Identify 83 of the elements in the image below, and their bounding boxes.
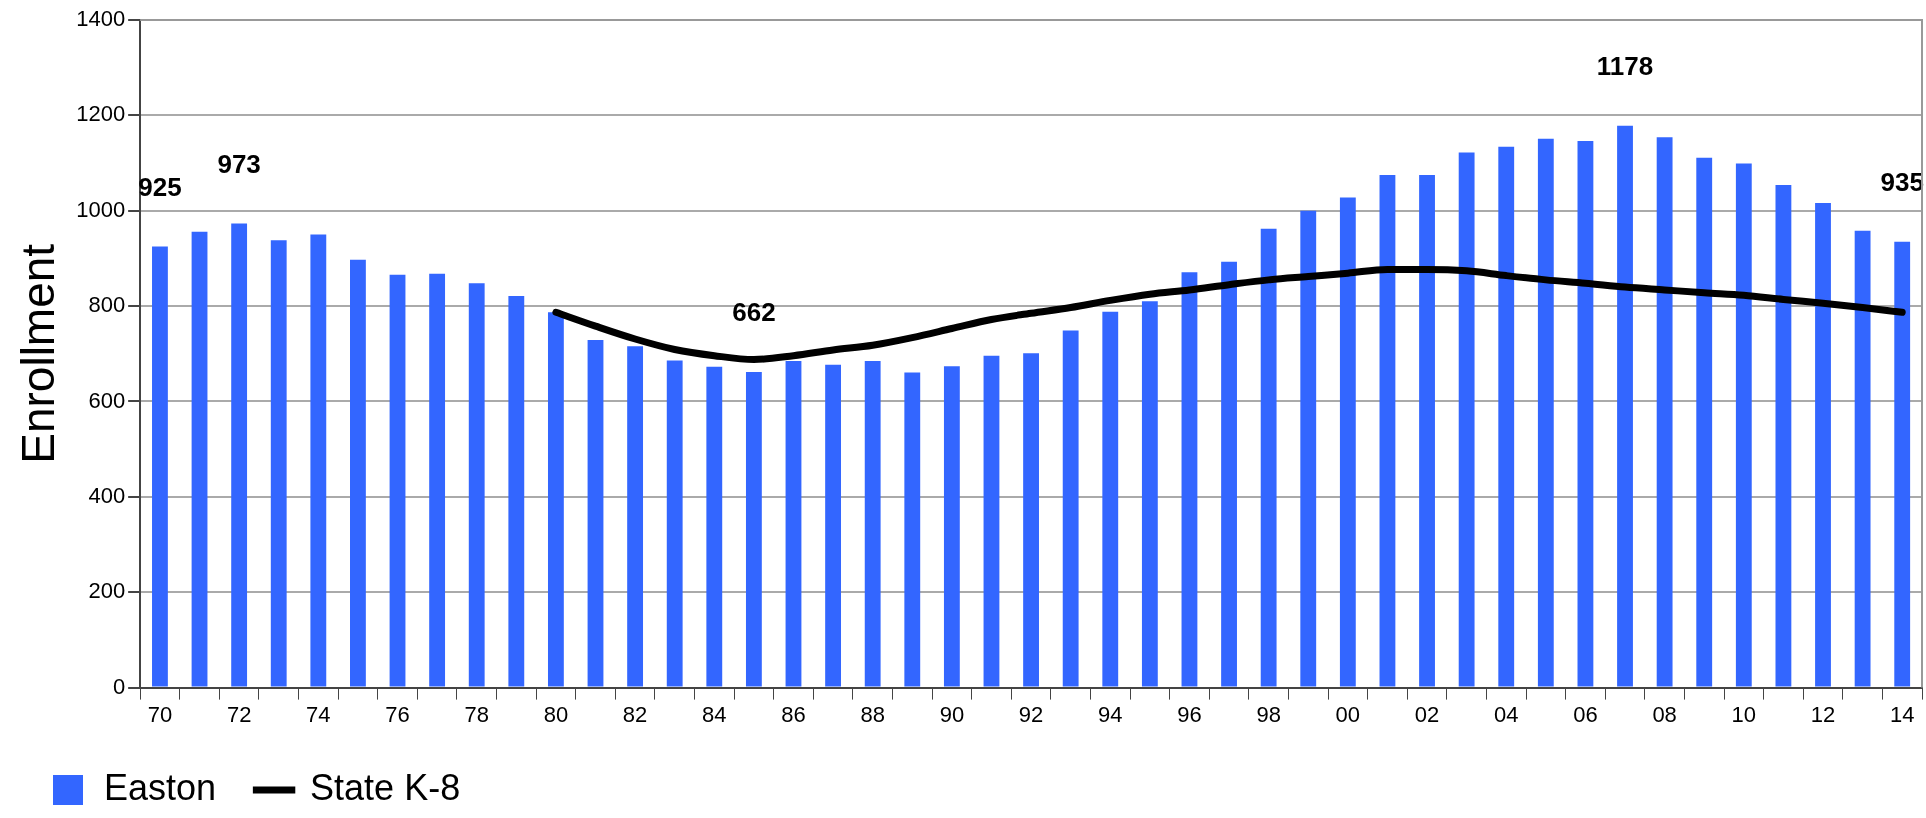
x-tick-label: 10 — [1731, 701, 1757, 727]
x-tick-label: 00 — [1335, 701, 1361, 727]
bar — [1894, 241, 1911, 687]
bar — [1300, 210, 1317, 687]
bar — [904, 372, 921, 687]
x-tick-label: 72 — [226, 701, 252, 727]
bar — [468, 283, 485, 687]
bar — [1815, 203, 1831, 687]
x-tick-label: 92 — [1018, 701, 1044, 727]
data-label: 935 — [1880, 166, 1924, 197]
x-tick-label: 04 — [1493, 701, 1519, 727]
bar — [231, 223, 248, 687]
data-label: 973 — [217, 148, 261, 179]
y-tick-label: 1200 — [76, 101, 126, 127]
x-tick-label: 98 — [1256, 701, 1281, 727]
bar — [270, 240, 287, 687]
bar — [1141, 301, 1158, 687]
x-tick-label: 90 — [939, 701, 965, 727]
bar — [1260, 228, 1277, 687]
bar — [706, 366, 723, 687]
bar — [666, 360, 683, 687]
bar — [191, 231, 208, 687]
y-tick-label: 200 — [88, 578, 126, 604]
bar — [943, 366, 960, 687]
bar — [429, 273, 446, 687]
y-tick-label: 0 — [112, 673, 126, 699]
x-tick-label: 78 — [464, 701, 489, 727]
bar — [1656, 137, 1673, 687]
y-tick-label: 400 — [88, 482, 126, 508]
bar — [508, 296, 525, 687]
bar — [1498, 146, 1515, 687]
bar — [389, 274, 406, 687]
bar — [627, 346, 644, 687]
bar — [1458, 152, 1475, 687]
x-tick-label: 08 — [1652, 701, 1677, 727]
x-tick-label: 82 — [622, 701, 648, 727]
bar — [1102, 311, 1119, 687]
bar — [1419, 174, 1435, 687]
bar — [350, 259, 366, 687]
bar — [1617, 125, 1633, 687]
bar — [1379, 174, 1396, 687]
x-tick-label: 86 — [781, 701, 806, 727]
y-tick-label: 1000 — [76, 196, 126, 222]
y-tick-label: 1400 — [76, 6, 126, 32]
x-tick-label: 84 — [702, 701, 727, 727]
bar — [1062, 330, 1079, 687]
x-tick-label: 14 — [1889, 701, 1915, 727]
legend-label: Easton — [104, 766, 217, 808]
bar — [587, 339, 604, 687]
bar — [1023, 353, 1039, 687]
x-tick-label: 02 — [1414, 701, 1440, 727]
x-tick-label: 96 — [1177, 701, 1202, 727]
bar — [785, 360, 802, 687]
x-tick-label: 94 — [1098, 701, 1123, 727]
bar — [1537, 138, 1554, 687]
legend-label: State K-8 — [310, 766, 461, 808]
x-tick-label: 88 — [860, 701, 885, 727]
bar — [1696, 157, 1713, 687]
x-tick-label: 80 — [543, 701, 569, 727]
x-tick-label: 12 — [1810, 701, 1836, 727]
bar — [152, 246, 168, 687]
data-label: 1178 — [1596, 51, 1654, 82]
bar — [1339, 197, 1356, 687]
x-tick-label: 06 — [1573, 701, 1598, 727]
x-tick-label: 74 — [306, 701, 331, 727]
bar — [983, 355, 1000, 687]
bar — [1577, 141, 1594, 687]
bar — [745, 371, 762, 687]
y-tick-label: 600 — [88, 387, 126, 413]
x-tick-label: 76 — [385, 701, 410, 727]
bar — [1735, 163, 1752, 687]
x-tick-label: 70 — [147, 701, 173, 727]
bar — [1221, 261, 1237, 687]
bar — [310, 234, 327, 687]
y-axis-title: Enrollment — [12, 243, 65, 464]
bar — [825, 364, 842, 687]
bar — [1181, 272, 1198, 687]
bar — [547, 312, 564, 687]
bar — [1775, 184, 1792, 687]
bar — [1854, 230, 1871, 687]
bar — [864, 360, 881, 687]
data-label: 662 — [732, 297, 776, 328]
y-tick-label: 800 — [88, 292, 126, 318]
